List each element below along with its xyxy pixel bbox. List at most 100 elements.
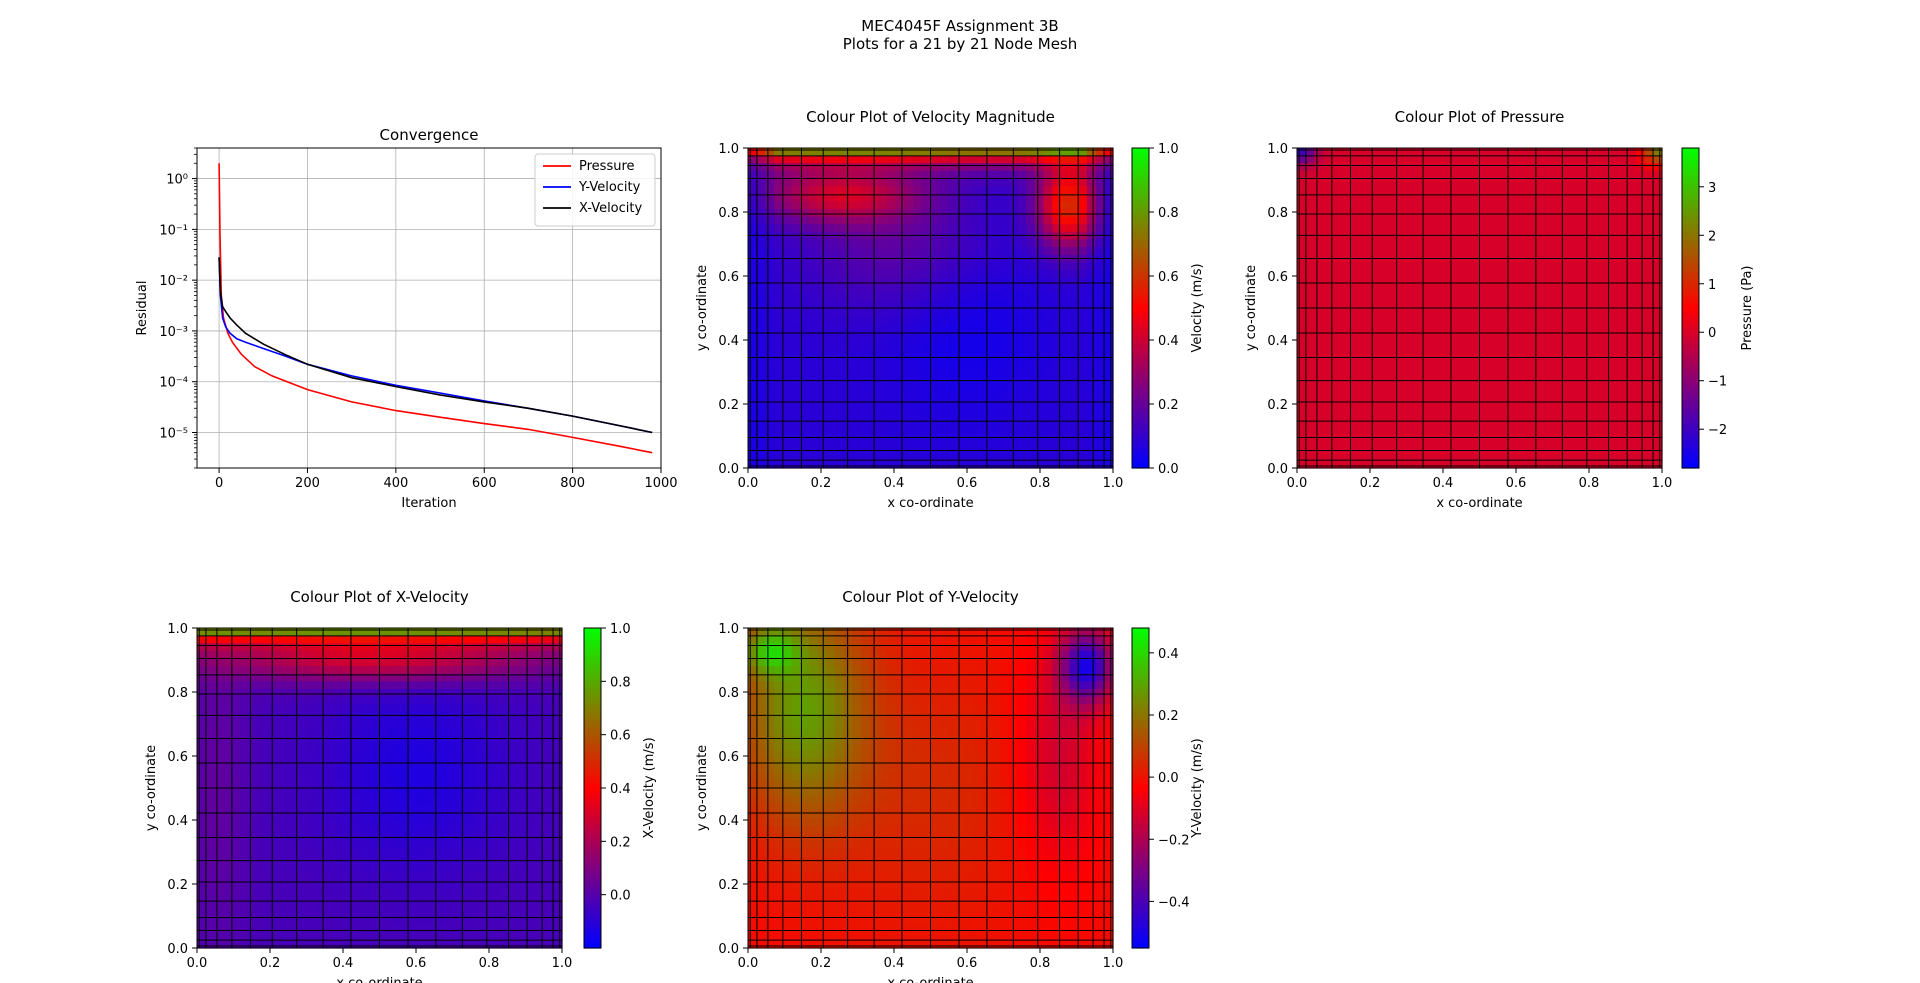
heatmap-cell [1462,292,1472,301]
heatmap-cell [1618,208,1628,218]
heatmap-cell [1323,163,1333,172]
heatmap-cell [1601,155,1611,164]
heatmap-cell [765,277,775,286]
heatmap-cell [1034,330,1045,340]
heatmap-cell [1314,445,1324,454]
heatmap-cell [257,650,268,660]
heatmap-cell [492,742,502,751]
heatmap-cell [913,231,923,241]
heatmap-cell [1427,216,1437,225]
heatmap-cell [800,422,810,431]
heatmap-cell [1034,308,1045,317]
heatmap-cell [501,628,511,637]
heatmap-cell [1644,262,1654,271]
heatmap-cell [1609,407,1620,416]
heatmap-cell [817,216,827,225]
heatmap-cell [1366,300,1376,309]
heatmap-cell [1383,262,1394,271]
heatmap-cell [327,681,337,690]
heatmap-cell [1549,216,1559,225]
heatmap-cell [275,696,285,705]
heatmap-cell [756,269,766,279]
heatmap-cell [782,208,793,218]
heatmap-cell [466,673,476,682]
heatmap-cell [843,346,853,355]
heatmap-cell [466,658,476,667]
heatmap-cell [1505,178,1515,187]
heatmap-cell [1297,178,1307,187]
heatmap-cell [1575,155,1585,164]
heatmap-cell [1566,239,1576,248]
heatmap-cell [1436,155,1446,164]
heatmap-cell [509,749,520,759]
heatmap-cell [527,628,537,637]
heatmap-cell [1549,224,1559,233]
heatmap-cell [756,216,766,225]
heatmap-cell [440,635,450,644]
heatmap-cell [878,269,888,279]
heatmap-cell [292,749,302,759]
heatmap-cell [1034,445,1045,454]
heatmap-cell [973,315,984,324]
heatmap-cell [956,445,966,454]
heatmap-cell [1078,414,1088,423]
heatmap-cell [1305,208,1315,218]
heatmap-cell [1635,247,1646,256]
heatmap-cell [878,208,888,218]
heatmap-cell [1026,170,1036,180]
heatmap-cell [774,148,784,157]
heatmap-cell [266,635,276,644]
heatmap-cell [965,460,975,469]
heatmap-cell [1514,148,1524,157]
heatmap-cell [249,757,259,766]
heatmap-cell [388,757,398,766]
heatmap-cell [379,719,389,728]
heatmap-cell [800,186,810,195]
heatmap-cell [852,201,862,210]
heatmap-cell [1436,368,1446,378]
heatmap-cell [1592,460,1602,469]
heatmap-cell [774,414,784,423]
heatmap-cell [756,346,766,355]
heatmap-cell [231,803,242,812]
heatmap-cell [991,391,1001,401]
heatmap-cell [921,292,932,301]
heatmap-cell [1575,239,1585,248]
heatmap-cell [1323,414,1333,423]
heatmap-cell [1627,308,1637,317]
heatmap-cell [1627,285,1637,294]
colorbar-segment [1682,164,1699,169]
heatmap-cell [1453,346,1463,355]
heatmap-cell [1453,186,1463,195]
heatmap-cell [1323,300,1333,309]
heatmap-cell [249,727,259,736]
heatmap-cell [1566,437,1576,446]
heatmap-cell [843,330,853,340]
heatmap-cell [1069,323,1079,332]
heatmap-cell [1000,330,1010,340]
heatmap-cell [1470,361,1481,370]
heatmap-cell [904,216,914,225]
heatmap-cell [1618,262,1628,271]
heatmap-cell [1401,399,1411,408]
heatmap-cell [1436,292,1446,301]
heatmap-cell [1566,429,1576,439]
heatmap-cell [1383,429,1394,439]
heatmap-cell [1069,391,1079,401]
heatmap-cell [965,201,975,210]
heatmap-cell [774,247,784,256]
colorbar-segment [1132,320,1149,325]
heatmap-cell [895,407,906,416]
heatmap-cell [336,658,346,667]
heatmap-cell [483,628,494,637]
heatmap-cell [1444,224,1455,233]
heatmap-cell [1575,414,1585,423]
heatmap-cell [1566,155,1576,164]
heatmap-cell [422,688,433,698]
heatmap-cell [396,788,407,797]
heatmap-cell [1349,445,1359,454]
heatmap-cell [1522,407,1533,416]
heatmap-cell [1409,368,1420,378]
heatmap-cell [800,315,810,324]
heatmap-cell [1086,452,1097,461]
